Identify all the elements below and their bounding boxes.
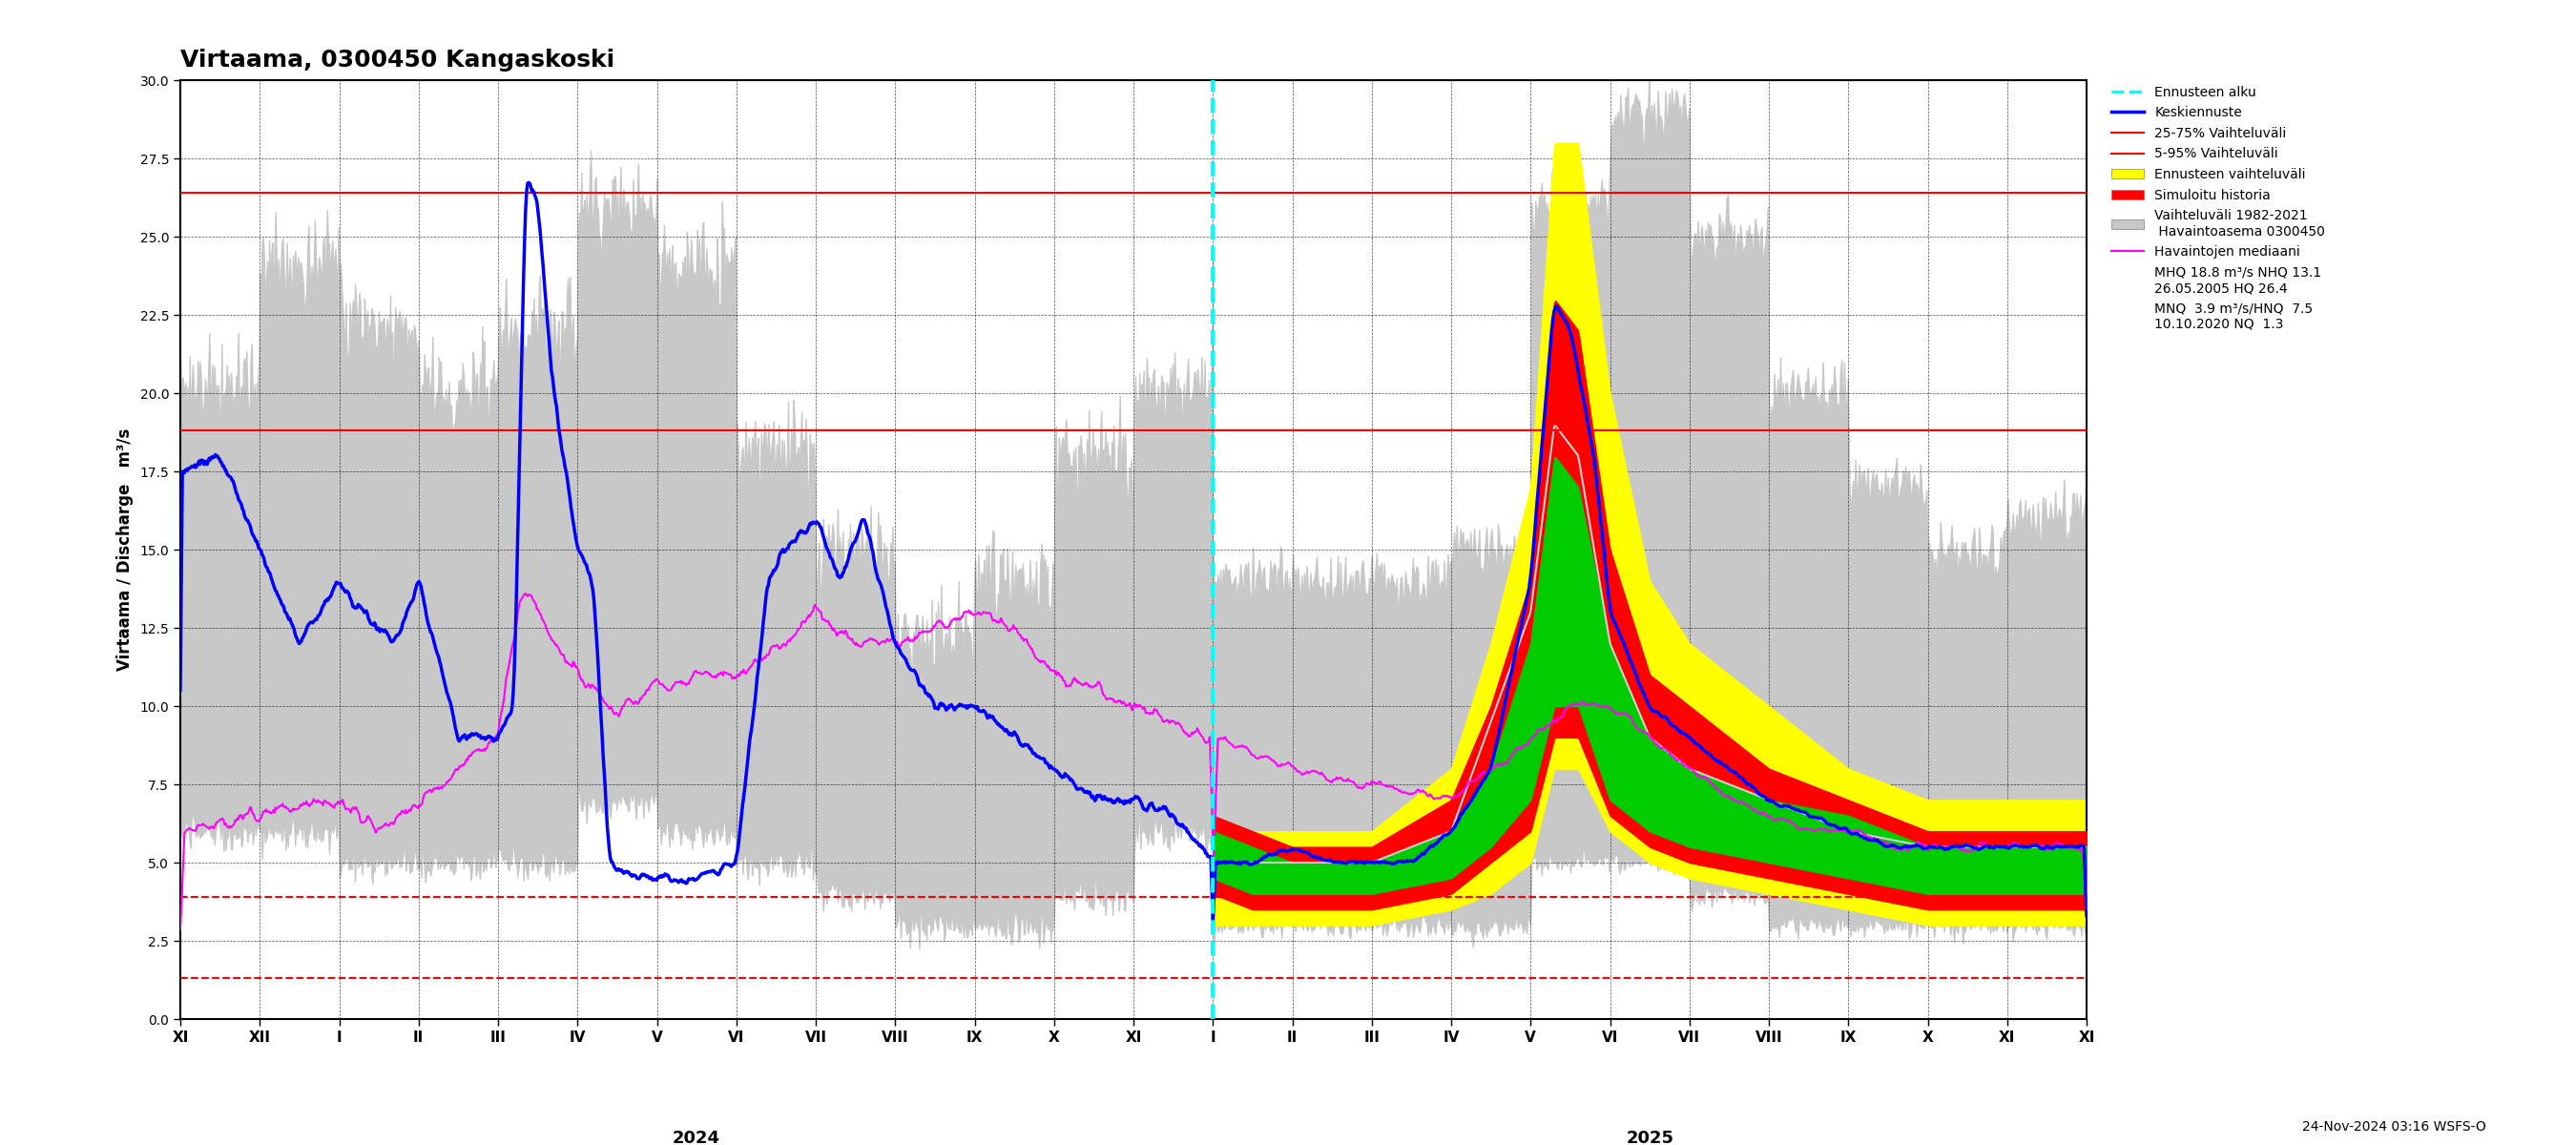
- Legend: Ennusteen alku, Keskiennuste, 25-75% Vaihteluväli, 5-95% Vaihteluväli, Ennusteen: Ennusteen alku, Keskiennuste, 25-75% Vai…: [2105, 80, 2331, 337]
- Text: Virtaama, 0300450 Kangaskoski: Virtaama, 0300450 Kangaskoski: [180, 49, 616, 72]
- Y-axis label: Virtaama / Discharge   m³/s: Virtaama / Discharge m³/s: [116, 428, 134, 671]
- Text: 2025: 2025: [1625, 1129, 1674, 1145]
- Text: 2024: 2024: [672, 1129, 721, 1145]
- Text: 24-Nov-2024 03:16 WSFS-O: 24-Nov-2024 03:16 WSFS-O: [2303, 1120, 2486, 1134]
